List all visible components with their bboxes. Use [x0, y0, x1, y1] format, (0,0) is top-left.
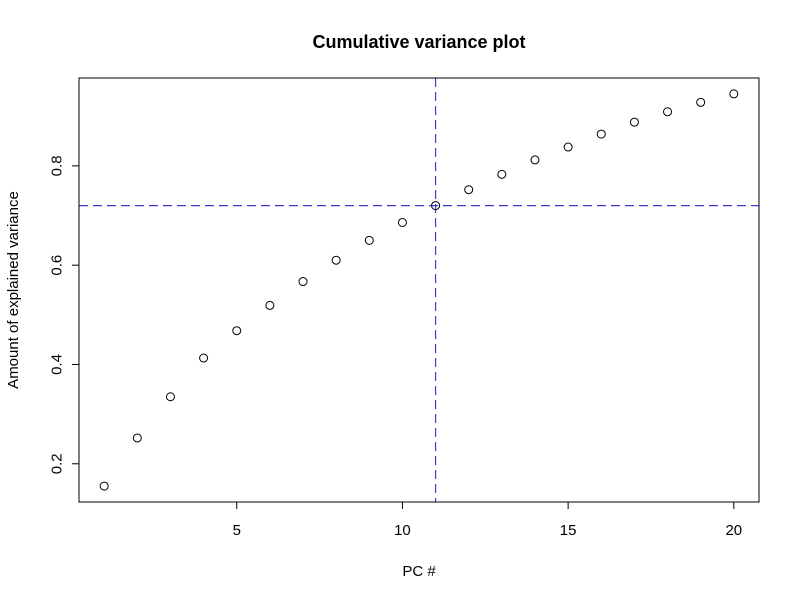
data-point [298, 277, 308, 287]
data-point [729, 89, 739, 99]
data-point [563, 142, 573, 152]
x-axis: 5 10 15 20 [233, 502, 742, 539]
x-tick-label: 15 [560, 522, 577, 539]
x-axis-label: PC # [402, 563, 436, 580]
data-point [165, 392, 175, 402]
plot-frame [78, 77, 760, 503]
data-point [132, 433, 142, 443]
data-point [696, 97, 706, 107]
data-point [663, 107, 673, 117]
y-tick-label: 0.2 [49, 453, 66, 474]
data-point [530, 155, 540, 165]
y-tick-label: 0.8 [49, 155, 66, 176]
y-axis: 0.2 0.4 0.6 0.8 [49, 155, 79, 474]
data-point [99, 481, 109, 491]
x-tick-label: 5 [233, 522, 241, 539]
data-point [397, 217, 407, 227]
data-point [232, 326, 242, 336]
x-tick-label: 10 [394, 522, 411, 539]
data-point [497, 169, 507, 179]
data-point [331, 255, 341, 265]
data-point [265, 300, 275, 310]
x-tick-label: 20 [725, 522, 742, 539]
y-tick-label: 0.6 [49, 255, 66, 276]
data-point [464, 185, 474, 195]
data-point [364, 235, 374, 245]
y-axis-label: Amount of explained variance [5, 191, 22, 389]
reference-lines [79, 78, 759, 502]
data-point [199, 353, 209, 363]
data-point [596, 129, 606, 139]
data-points [99, 89, 739, 491]
y-tick-label: 0.4 [49, 354, 66, 375]
chart-title: Cumulative variance plot [312, 32, 525, 52]
data-point [431, 201, 441, 211]
data-point [629, 117, 639, 127]
